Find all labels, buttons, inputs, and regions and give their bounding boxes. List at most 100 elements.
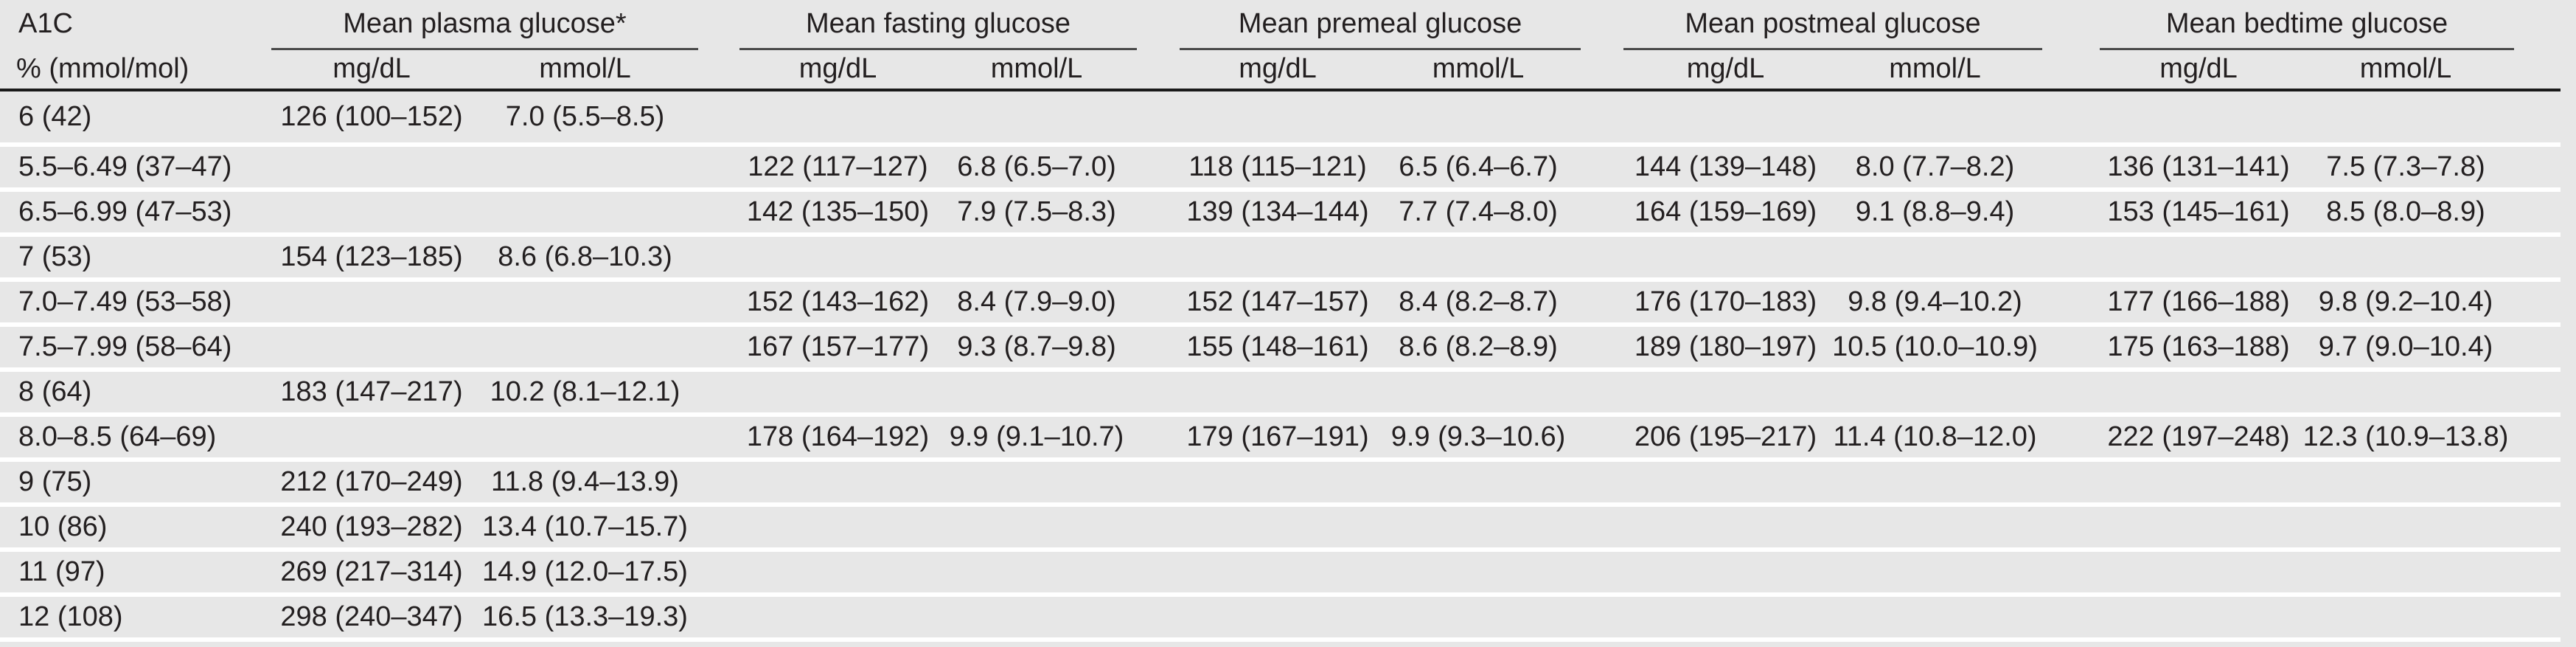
spacer-cell	[2514, 147, 2561, 192]
value-cell: 122 (117–127)	[739, 147, 936, 192]
value-cell: 139 (134–144)	[1180, 192, 1376, 237]
value-cell	[1623, 372, 1828, 417]
value-cell	[1376, 372, 1581, 417]
spacer-cell	[698, 50, 739, 91]
value-cell	[1828, 91, 2043, 147]
value-cell: 176 (170–183)	[1623, 282, 1828, 327]
spacer-cell	[1581, 597, 1624, 642]
value-cell	[2100, 462, 2298, 507]
value-cell	[1180, 552, 1376, 597]
value-cell: 155 (148–161)	[1180, 327, 1376, 372]
value-cell: 11.4 (10.8–12.0)	[1828, 417, 2043, 462]
value-cell: 126 (100–152)	[271, 91, 472, 147]
unit-header-bedtime-mmoll: mmol/L	[2297, 50, 2515, 91]
spacer-cell	[1137, 417, 1180, 462]
value-cell	[1623, 91, 1828, 147]
row-label-cell: 8 (64)	[0, 372, 271, 417]
spacer-cell	[698, 192, 739, 237]
row-label-cell: 10 (86)	[0, 507, 271, 552]
value-cell: 7.0 (5.5–8.5)	[472, 91, 698, 147]
spacer-cell	[1137, 552, 1180, 597]
value-cell	[1180, 91, 1376, 147]
spacer-cell	[698, 0, 739, 50]
spacer-cell	[1581, 417, 1624, 462]
spacer-cell	[1581, 552, 1624, 597]
value-cell: 7.7 (7.4–8.0)	[1376, 192, 1581, 237]
value-cell: 206 (195–217)	[1623, 417, 1828, 462]
unit-header-premeal-mmoll: mmol/L	[1376, 50, 1581, 91]
spacer-cell	[698, 507, 739, 552]
value-cell	[739, 597, 936, 642]
spacer-cell	[2042, 597, 2100, 642]
value-cell: 240 (193–282)	[271, 507, 472, 552]
value-cell	[739, 372, 936, 417]
value-cell: 212 (170–249)	[271, 462, 472, 507]
value-cell: 6.8 (6.5–7.0)	[936, 147, 1138, 192]
value-cell: 153 (145–161)	[2100, 192, 2298, 237]
value-cell: 8.4 (7.9–9.0)	[936, 282, 1138, 327]
value-cell: 154 (123–185)	[271, 237, 472, 282]
value-cell: 7.9 (7.5–8.3)	[936, 192, 1138, 237]
spacer-cell	[1581, 327, 1624, 372]
spacer-cell	[1137, 192, 1180, 237]
value-cell	[1180, 372, 1376, 417]
value-cell	[271, 282, 472, 327]
value-cell: 177 (166–188)	[2100, 282, 2298, 327]
spacer-cell	[1137, 237, 1180, 282]
value-cell	[739, 462, 936, 507]
unit-header-row: % (mmol/mol) mg/dL mmol/L mg/dL mmol/L m…	[0, 50, 2561, 91]
spacer-cell	[1581, 462, 1624, 507]
value-cell	[271, 192, 472, 237]
value-cell	[1180, 462, 1376, 507]
unit-header-fasting-mmoll: mmol/L	[936, 50, 1138, 91]
row-label-cell: 7.0–7.49 (53–58)	[0, 282, 271, 327]
value-cell: 152 (143–162)	[739, 282, 936, 327]
spacer-cell	[698, 147, 739, 192]
spacer-cell	[1581, 237, 1624, 282]
spacer-cell	[1581, 50, 1624, 91]
value-cell	[1828, 462, 2043, 507]
value-cell	[271, 417, 472, 462]
spacer-cell	[698, 462, 739, 507]
value-cell: 164 (159–169)	[1623, 192, 1828, 237]
value-cell: 12.3 (10.9–13.8)	[2297, 417, 2515, 462]
spacer-cell	[2042, 50, 2100, 91]
table-header: A1C Mean plasma glucose* Mean fasting gl…	[0, 0, 2561, 91]
spacer-cell	[1137, 282, 1180, 327]
value-cell	[1828, 237, 2043, 282]
spacer-cell	[2042, 372, 2100, 417]
column-group-bedtime: Mean bedtime glucose	[2100, 0, 2515, 50]
value-cell	[472, 417, 698, 462]
spacer-cell	[2514, 462, 2561, 507]
column-group-plasma: Mean plasma glucose*	[271, 0, 698, 50]
spacer-cell	[698, 597, 739, 642]
value-cell: 179 (167–191)	[1180, 417, 1376, 462]
unit-header-premeal-mgdl: mg/dL	[1180, 50, 1376, 91]
column-group-a1c: A1C	[0, 0, 271, 50]
spacer-cell	[2042, 462, 2100, 507]
spacer-cell	[2514, 91, 2561, 147]
value-cell	[936, 237, 1138, 282]
spacer-cell	[1581, 372, 1624, 417]
value-cell: 136 (131–141)	[2100, 147, 2298, 192]
spacer-cell	[2042, 237, 2100, 282]
row-label-cell: 6.5–6.99 (47–53)	[0, 192, 271, 237]
value-cell: 9.9 (9.1–10.7)	[936, 417, 1138, 462]
row-label-cell: 7 (53)	[0, 237, 271, 282]
value-cell	[271, 327, 472, 372]
spacer-cell	[2514, 417, 2561, 462]
spacer-cell	[2042, 0, 2100, 50]
spacer-cell	[2042, 552, 2100, 597]
row-label-cell: 12 (108)	[0, 597, 271, 642]
spacer-cell	[1137, 372, 1180, 417]
value-cell	[472, 282, 698, 327]
value-cell: 152 (147–157)	[1180, 282, 1376, 327]
value-cell	[936, 597, 1138, 642]
value-cell	[2100, 552, 2298, 597]
value-cell	[2100, 507, 2298, 552]
spacer-cell	[698, 327, 739, 372]
row-label-cell: 6 (42)	[0, 91, 271, 147]
value-cell	[2297, 552, 2515, 597]
spacer-cell	[2042, 327, 2100, 372]
spacer-cell	[2042, 192, 2100, 237]
